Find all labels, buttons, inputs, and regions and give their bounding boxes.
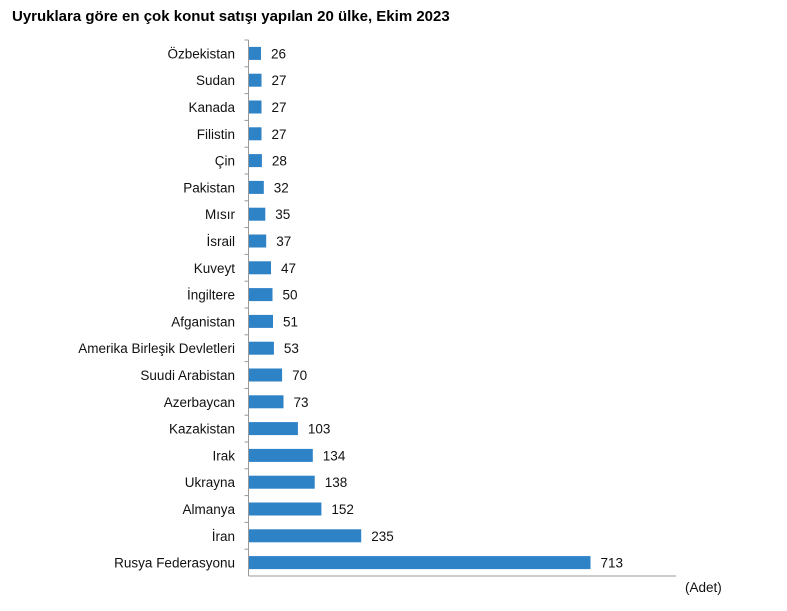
category-label: Sudan: [196, 73, 235, 88]
bar: [248, 556, 591, 570]
value-label: 50: [283, 288, 298, 303]
bar: [248, 475, 315, 489]
labels-layer: Özbekistan 26 Sudan 27 Kanada 27 Filistin 27 Çin…: [78, 39, 624, 571]
value-label: 26: [271, 46, 286, 61]
bar: [248, 314, 273, 328]
category-label: Kazakistan: [169, 422, 235, 437]
value-label: 73: [294, 395, 309, 410]
category-label: Rusya Federasyonu: [114, 556, 235, 571]
bar: [248, 341, 274, 355]
value-label: 235: [371, 529, 394, 544]
value-label: 103: [308, 422, 331, 437]
bar: [248, 73, 262, 87]
value-label: 27: [272, 127, 287, 142]
bar: [248, 368, 283, 382]
category-label: İngiltere: [187, 288, 235, 303]
bar: [248, 46, 261, 60]
bar: [248, 395, 284, 409]
category-label: Azerbaycan: [164, 395, 235, 410]
category-label: Mısır: [205, 207, 235, 222]
bar: [248, 529, 362, 543]
value-label: 28: [272, 154, 287, 169]
category-label: Çin: [215, 154, 235, 169]
bar: [248, 100, 262, 114]
bar: [248, 207, 266, 221]
value-label: 27: [272, 100, 287, 115]
unit-label: (Adet): [685, 580, 722, 595]
category-label: İran: [212, 529, 235, 544]
value-label: 53: [284, 341, 299, 356]
bar: [248, 288, 273, 302]
category-label: Ukrayna: [185, 475, 236, 490]
category-label: Irak: [212, 448, 235, 463]
bar: [248, 261, 271, 275]
value-label: 37: [276, 234, 291, 249]
category-label: Özbekistan: [167, 46, 235, 61]
category-label: Almanya: [182, 502, 235, 517]
bar: [248, 448, 313, 462]
bar: [248, 234, 267, 248]
value-label: 32: [274, 180, 289, 195]
value-label: 138: [325, 475, 348, 490]
value-label: 51: [283, 314, 298, 329]
value-label: 35: [275, 207, 290, 222]
chart-title: Uyruklara göre en çok konut satışı yapıl…: [12, 8, 450, 25]
category-label: Kanada: [188, 100, 235, 115]
value-label: 152: [331, 502, 354, 517]
value-label: 713: [601, 556, 624, 571]
value-label: 134: [323, 448, 346, 463]
category-label: Pakistan: [183, 180, 235, 195]
bar: [248, 154, 262, 168]
category-label: Filistin: [197, 127, 235, 142]
category-label: Kuveyt: [194, 261, 236, 276]
value-label: 47: [281, 261, 296, 276]
category-label: Suudi Arabistan: [140, 368, 235, 383]
bar: [248, 422, 298, 436]
value-label: 70: [292, 368, 307, 383]
category-label: Afganistan: [171, 314, 235, 329]
bar: [248, 127, 262, 141]
category-label: İsrail: [206, 234, 235, 249]
bar: [248, 180, 264, 194]
category-label: Amerika Birleşik Devletleri: [78, 341, 235, 356]
bar: [248, 502, 322, 516]
value-label: 27: [272, 73, 287, 88]
bars-layer: [248, 46, 591, 570]
